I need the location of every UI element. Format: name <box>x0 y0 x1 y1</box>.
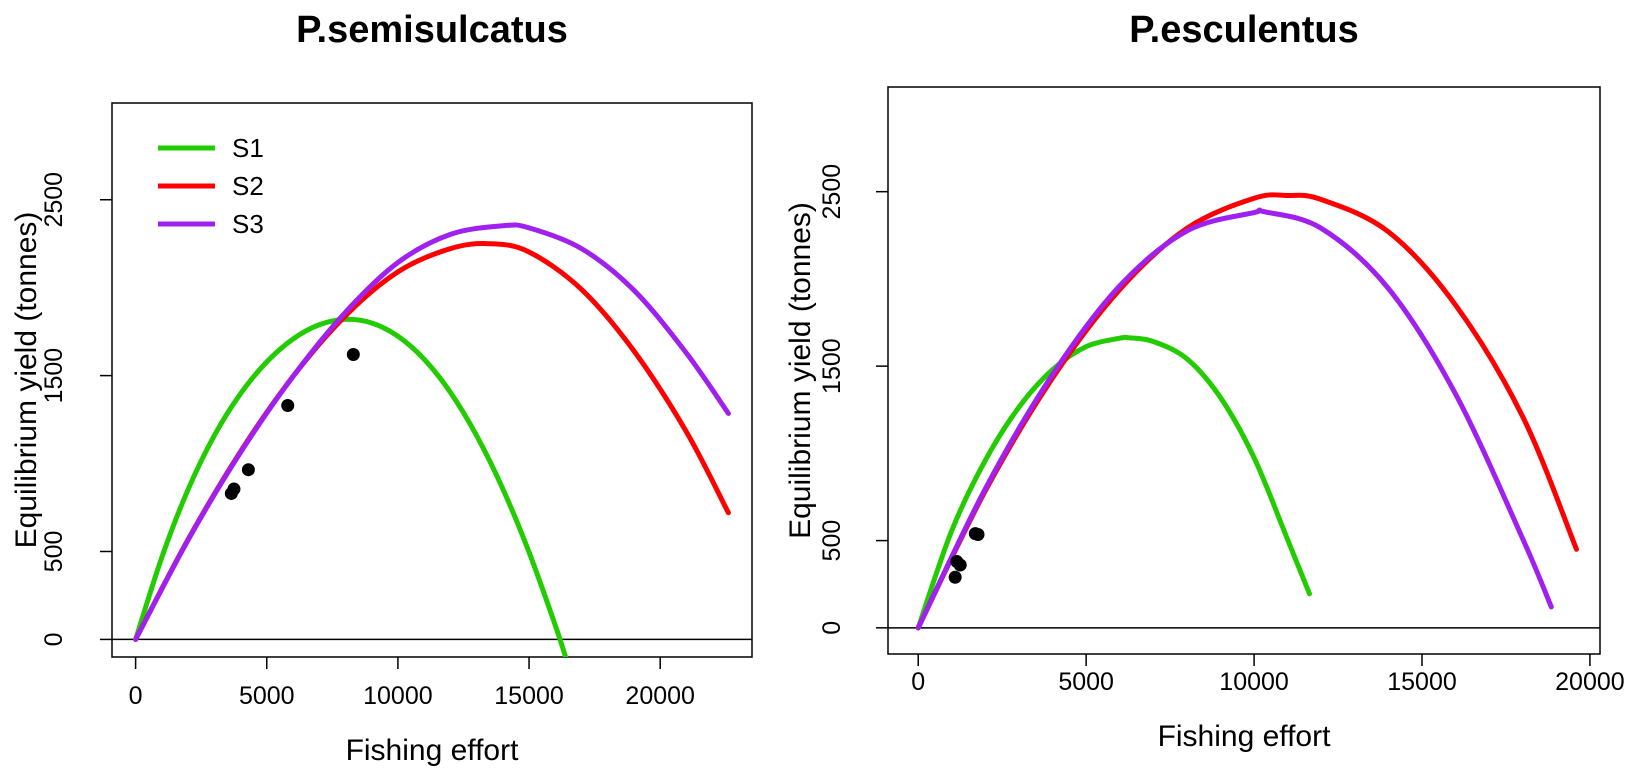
panel-p-semisulcatus: P.semisulcatus 0 5000 10000 15000 20000 0 500 15… <box>10 9 753 767</box>
x-axis-label: Fishing effort <box>346 734 520 767</box>
data-point <box>948 570 962 584</box>
legend: S1 S2 S3 <box>158 133 264 239</box>
x-tick-label: 5000 <box>239 682 295 710</box>
series-line-s3 <box>915 207 1554 631</box>
data-point <box>227 482 241 496</box>
series-line-s1 <box>133 316 569 657</box>
series-line-s2 <box>133 241 731 642</box>
x-tick-label: 0 <box>911 668 925 696</box>
plot-area <box>915 192 1579 631</box>
y-tick-label: 2500 <box>818 164 846 220</box>
series-line-s1 <box>915 334 1312 631</box>
y-tick-label: 1500 <box>40 348 68 404</box>
y-tick-label: 1500 <box>818 338 846 394</box>
legend-label: S3 <box>232 209 264 239</box>
panel-p-esculentus: P.esculentus 0 5000 10000 15000 20000 0 500 1500… <box>784 9 1625 753</box>
plot-area <box>133 222 731 657</box>
x-axis-label: Fishing effort <box>1158 720 1332 753</box>
chart-title: P.esculentus <box>1129 9 1359 51</box>
y-axis: 0 500 1500 2500 <box>40 172 112 646</box>
x-tick-label: 20000 <box>625 682 695 710</box>
chart-title: P.semisulcatus <box>296 9 568 51</box>
plot-frame <box>887 86 1601 655</box>
x-tick-label: 10000 <box>363 682 433 710</box>
x-axis: 0 5000 10000 15000 20000 <box>911 654 1625 696</box>
data-point <box>281 399 295 413</box>
x-axis: 0 5000 10000 15000 20000 <box>129 657 695 710</box>
y-axis-label: Equilibrium yield (tonnes) <box>784 202 817 539</box>
y-tick-label: 0 <box>818 621 846 635</box>
x-tick-label: 5000 <box>1058 668 1114 696</box>
x-tick-label: 10000 <box>1219 668 1289 696</box>
x-tick-label: 15000 <box>494 682 564 710</box>
y-tick-label: 2500 <box>40 172 68 228</box>
data-point <box>971 527 985 541</box>
x-tick-label: 20000 <box>1555 668 1625 696</box>
y-tick-label: 0 <box>40 632 68 646</box>
observed-points <box>948 527 985 584</box>
series-line-s3 <box>133 222 731 642</box>
plot-frame <box>111 102 753 658</box>
data-point <box>953 558 967 572</box>
data-point <box>241 463 255 477</box>
observed-points <box>224 347 360 500</box>
x-tick-label: 15000 <box>1387 668 1457 696</box>
y-tick-label: 500 <box>40 531 68 573</box>
y-axis: 0 500 1500 2500 <box>818 164 888 635</box>
data-point <box>346 347 360 361</box>
y-axis-label: Equilibrium yield (tonnes) <box>10 212 43 549</box>
legend-label: S2 <box>232 171 264 201</box>
x-tick-label: 0 <box>129 682 143 710</box>
y-tick-label: 500 <box>818 520 846 562</box>
legend-label: S1 <box>232 133 264 163</box>
